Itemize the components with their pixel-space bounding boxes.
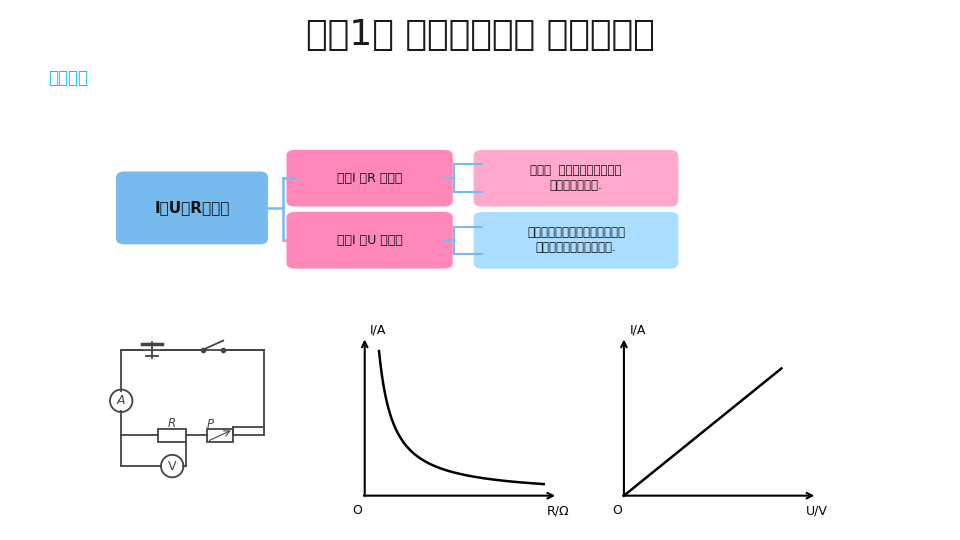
Text: R: R bbox=[168, 417, 177, 430]
Text: A: A bbox=[117, 394, 126, 407]
FancyBboxPatch shape bbox=[474, 213, 678, 267]
Text: 考点详情: 考点详情 bbox=[48, 69, 88, 87]
Text: 探究I 与R 的关系: 探究I 与R 的关系 bbox=[337, 172, 402, 185]
Text: 当电压  定时，通过导体的电
流与电阻成反比.: 当电压 定时，通过导体的电 流与电阻成反比. bbox=[530, 164, 622, 192]
Text: 考点1： 电流与电压、 电阻的关系: 考点1： 电流与电压、 电阻的关系 bbox=[305, 18, 655, 52]
Text: I/A: I/A bbox=[371, 323, 387, 336]
Text: I与U、R的关系: I与U、R的关系 bbox=[155, 200, 229, 215]
Text: O: O bbox=[352, 504, 363, 517]
Text: O: O bbox=[612, 504, 622, 517]
Text: U/V: U/V bbox=[806, 504, 828, 517]
FancyBboxPatch shape bbox=[474, 151, 678, 205]
Text: V: V bbox=[168, 460, 177, 472]
Text: P: P bbox=[206, 418, 213, 431]
Bar bbox=[157, 429, 186, 442]
Text: I/A: I/A bbox=[630, 323, 646, 336]
Bar bbox=[207, 429, 233, 442]
FancyBboxPatch shape bbox=[117, 173, 267, 243]
FancyBboxPatch shape bbox=[288, 213, 451, 267]
Text: 当电阻一定时，通过导体的电流
与导体两端的电压成正比.: 当电阻一定时，通过导体的电流 与导体两端的电压成正比. bbox=[527, 226, 625, 254]
Text: R/Ω: R/Ω bbox=[546, 504, 569, 517]
Text: 探究I 与U 的关系: 探究I 与U 的关系 bbox=[337, 234, 402, 247]
FancyBboxPatch shape bbox=[288, 151, 451, 205]
